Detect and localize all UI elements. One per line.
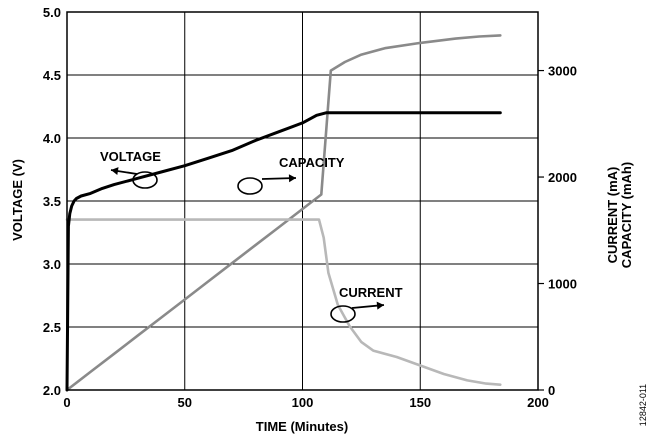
x-tick-label: 0 [63, 395, 70, 410]
x-tick-label: 150 [409, 395, 431, 410]
y-left-tick-label: 4.5 [43, 68, 61, 83]
annotation-label-capacity: CAPACITY [279, 155, 345, 170]
y-right-axis-title-current: CURRENT (mA) [605, 167, 620, 264]
series-line-capacity [65, 34, 502, 392]
y-left-tick-label: 3.0 [43, 257, 61, 272]
x-tick-label: 50 [178, 395, 192, 410]
y-right-tick-label: 2000 [548, 170, 577, 185]
y-right-tick-label: 0 [548, 383, 555, 398]
annotation-label-current: CURRENT [339, 285, 403, 300]
annotation-ellipse [330, 305, 356, 323]
plot-frame [66, 11, 539, 391]
x-tick-label: 100 [292, 395, 314, 410]
annotation-ellipse [132, 171, 158, 189]
annotation-arrowhead [111, 167, 119, 176]
y-right-tick-label: 1000 [548, 277, 577, 292]
annotation-label-voltage: VOLTAGE [100, 149, 161, 164]
y-left-tick-label: 3.5 [43, 194, 61, 209]
series-line-current [65, 218, 502, 386]
y-left-tick-label: 4.0 [43, 131, 61, 146]
annotation-arrowhead [288, 174, 296, 183]
x-axis-title: TIME (Minutes) [256, 419, 348, 434]
y-left-axis-title: VOLTAGE (V) [10, 159, 25, 241]
y-left-tick-label: 2.0 [43, 383, 61, 398]
annotations-layer: VOLTAGE CAPACITY CURRENT [100, 149, 403, 323]
figure-id: 12842-011 [638, 384, 648, 426]
y-left-tick-label: 5.0 [43, 5, 61, 20]
x-tick-label: 200 [527, 395, 549, 410]
y-left-tick-label: 2.5 [43, 320, 61, 335]
annotation-arrowhead [376, 301, 384, 310]
grid [67, 12, 538, 390]
y-right-axis-title-capacity: CAPACITY (mAh) [619, 162, 634, 268]
ticks-layer: 0 50 100 150 200 2.0 2.5 3.0 3.5 4.0 4.5 5.0 0 1000 20… [43, 5, 577, 410]
series-line-voltage [65, 111, 502, 392]
y-right-tick-label: 3000 [548, 64, 577, 79]
series-layer [65, 34, 502, 392]
annotation-ellipse [237, 177, 263, 195]
